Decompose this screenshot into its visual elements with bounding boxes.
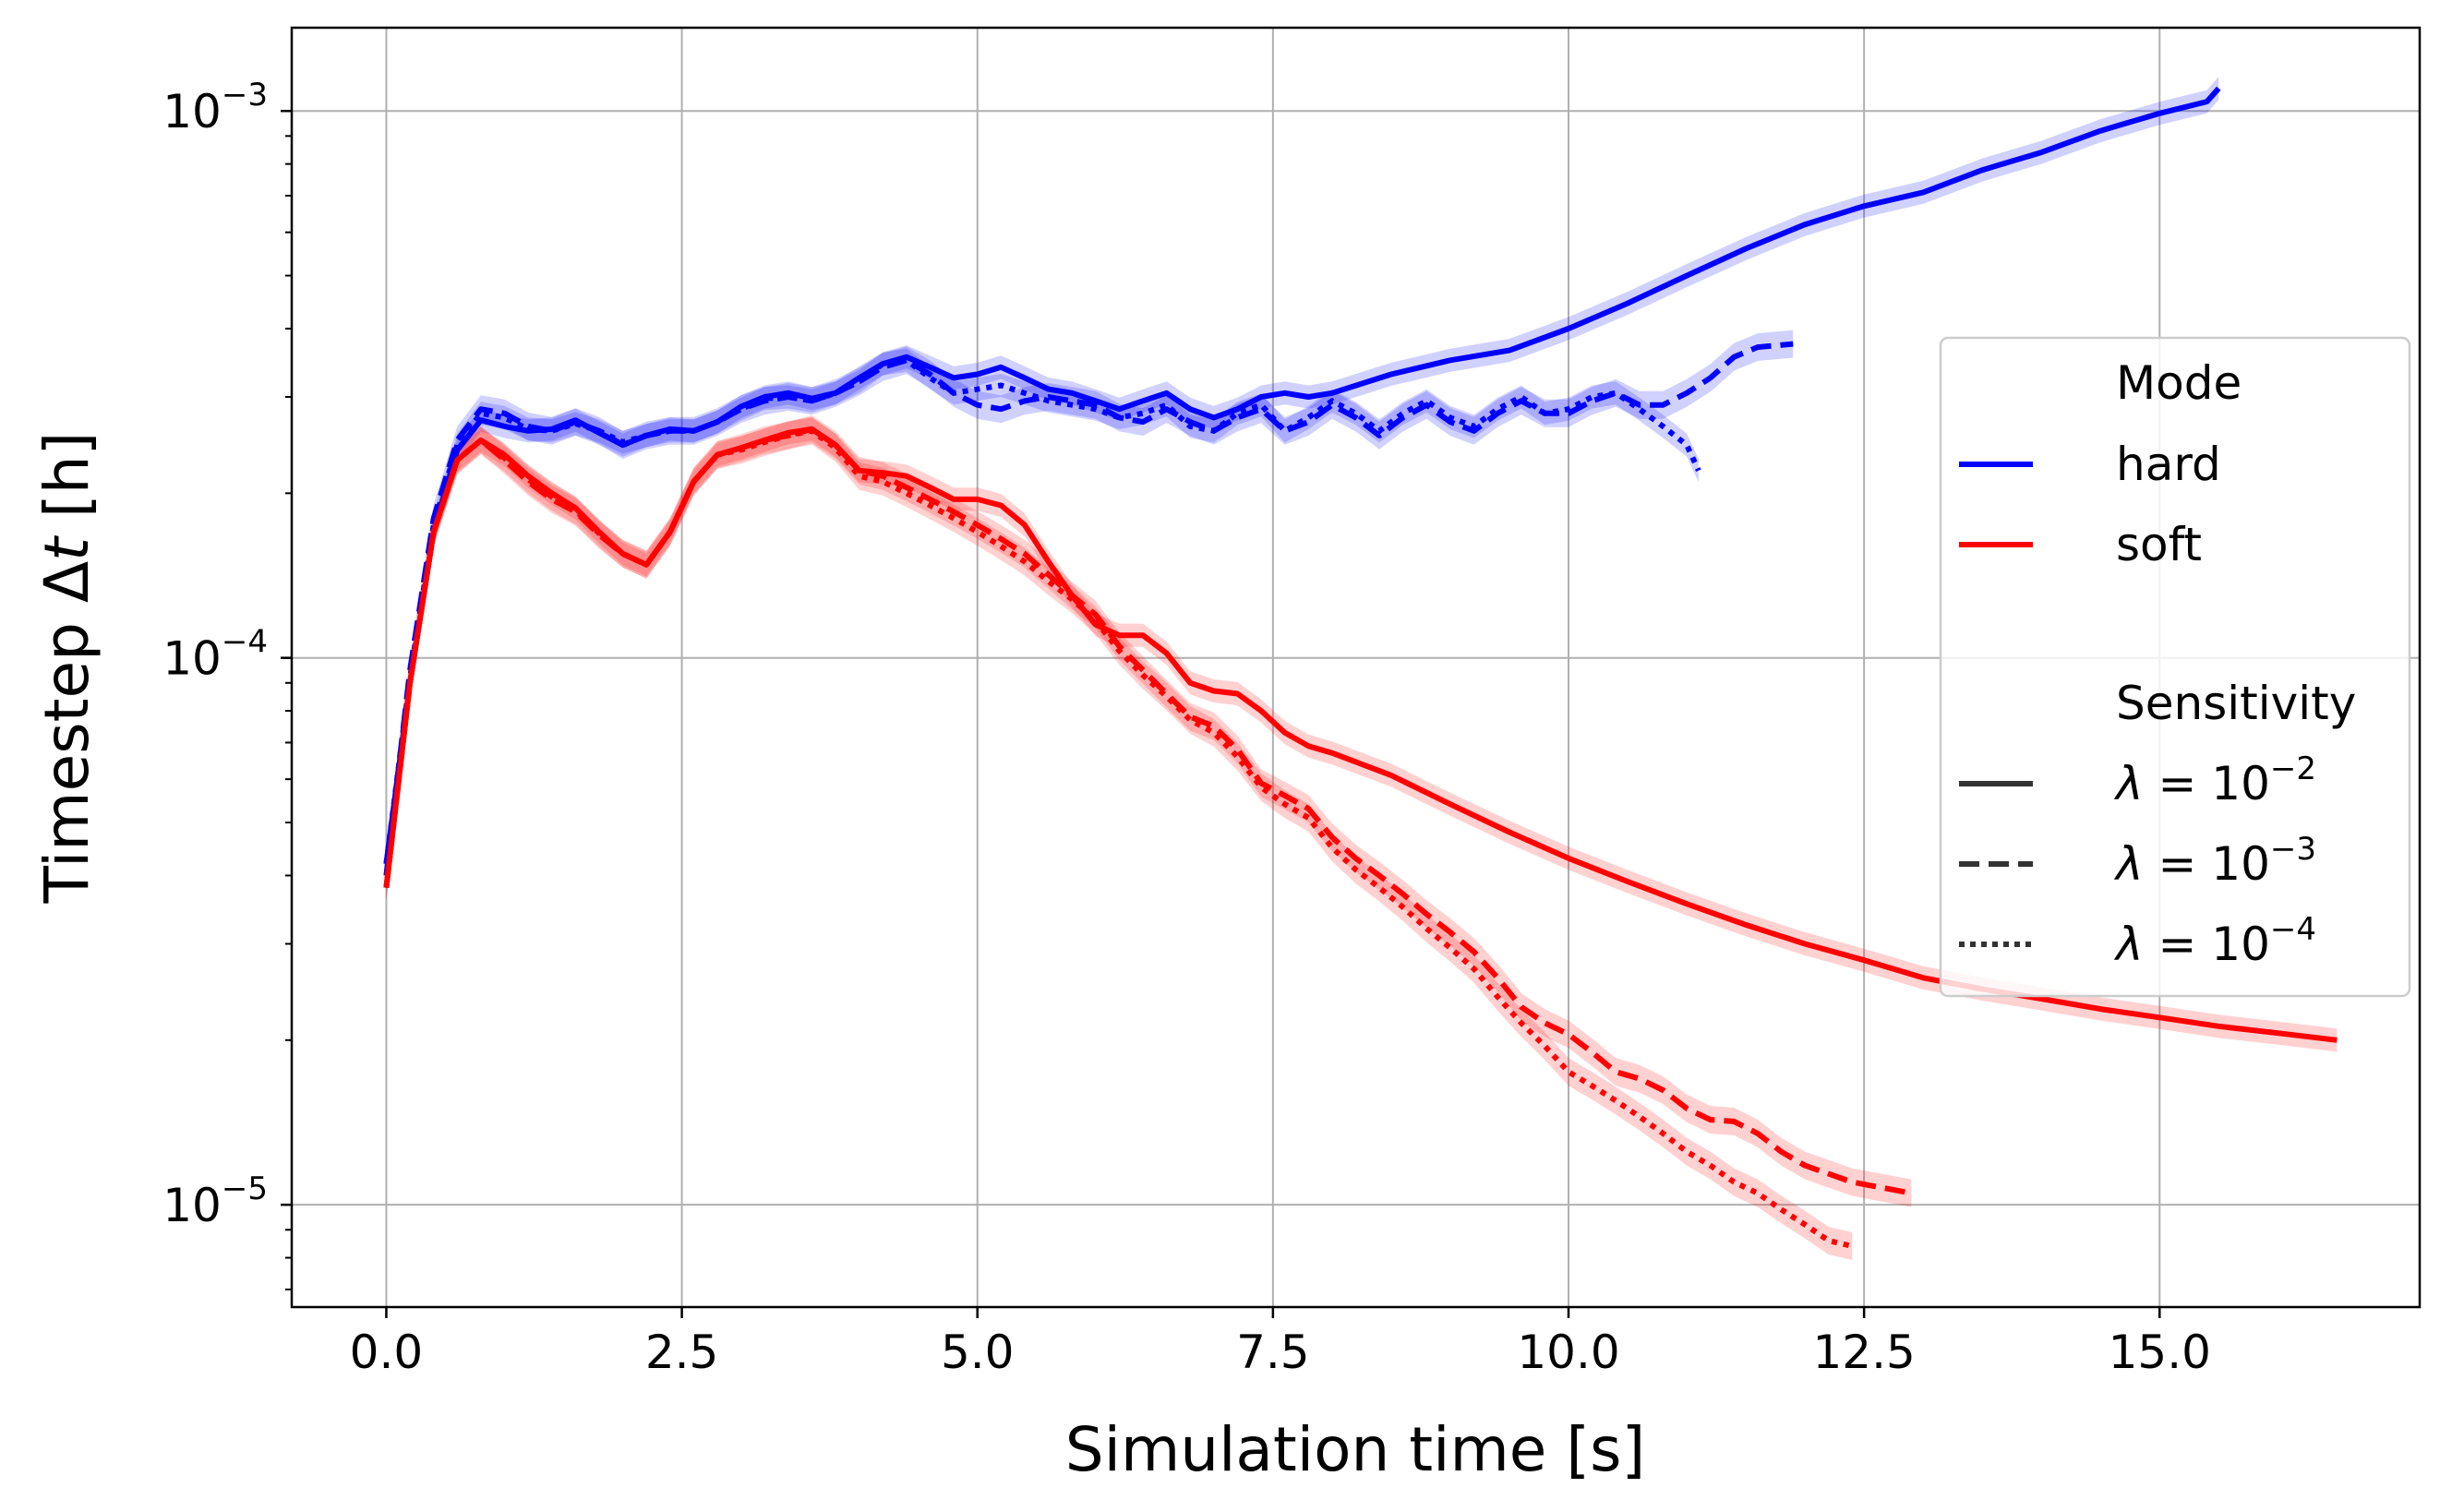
legend-mode-title: Mode: [2116, 356, 2242, 410]
legend-lambda-base-3: 10: [2211, 918, 2270, 971]
y-axis-label-var: t: [31, 535, 102, 561]
x-tick-label-3: 7.5: [1236, 1326, 1310, 1379]
legend-lambda-1e-3: λ = 10−3: [2113, 831, 2316, 891]
series-soft-dotted: [383, 427, 1853, 1249]
y-tick-label-0: 10−5: [162, 1170, 268, 1232]
x-tick-label-2: 5.0: [941, 1326, 1015, 1379]
x-tick-label-4: 10.0: [1517, 1326, 1619, 1379]
y-axis-label-prefix: Timestep Δ: [31, 561, 102, 904]
x-tick-label-0: 0.0: [350, 1326, 424, 1379]
legend-lambda-base-1: 10: [2211, 757, 2270, 810]
legend-lambda-1e-4: λ = 10−4: [2113, 911, 2316, 971]
grid-lines: [292, 28, 2420, 1307]
series-hard-dashed: [383, 341, 1794, 876]
y-axis-label: Timestep Δt [h]: [31, 432, 102, 905]
legend-equals-3: =: [2144, 918, 2212, 971]
band-hard-dotted: [386, 348, 1699, 876]
legend-lambda-1e-2: λ = 10−2: [2113, 750, 2316, 810]
legend-soft-label: soft: [2116, 518, 2202, 571]
y-tick-label-1: 10−4: [162, 624, 268, 686]
band-soft-dashed: [386, 414, 1912, 1207]
y-tick-label-2: 10−3: [162, 77, 268, 138]
band-soft-dotted: [386, 416, 1853, 1260]
x-tick-label-5: 12.5: [1812, 1326, 1915, 1379]
legend-lambda-symbol-2: λ: [2113, 837, 2144, 891]
y-axis-ticks: 10−5 10−4 10−3: [162, 77, 292, 1290]
plot-frame: [290, 26, 2422, 1309]
series-hard-dotted: [383, 357, 1701, 865]
x-axis-label: Simulation time [s]: [1065, 1414, 1646, 1485]
series-hard-solid: [383, 86, 2221, 865]
legend-box: [1939, 336, 2411, 998]
x-tick-label-6: 15.0: [2109, 1326, 2211, 1379]
series-soft-dashed: [383, 426, 1912, 1196]
legend-lambda-exp-3: −4: [2270, 911, 2316, 948]
legend-lambda-exp-2: −3: [2270, 831, 2316, 868]
x-tick-label-1: 2.5: [645, 1326, 719, 1379]
y-axis-label-suffix: [h]: [31, 432, 102, 537]
x-axis-ticks: 0.0 2.5 5.0 7.5 10.0 12.5 15.0: [350, 1307, 2211, 1379]
legend-equals-1: =: [2144, 757, 2212, 810]
data-series: [383, 86, 2338, 1249]
legend-lambda-symbol-3: λ: [2113, 918, 2144, 971]
legend-hard-label: hard: [2116, 438, 2221, 491]
legend-lambda-base-2: 10: [2211, 837, 2270, 891]
legend: Mode hard soft Sensitivity λ = 10−2 λ = …: [1939, 336, 2411, 998]
legend-equals-2: =: [2144, 837, 2212, 891]
legend-lambda-symbol-1: λ: [2113, 757, 2144, 810]
legend-sensitivity-title: Sensitivity: [2116, 677, 2356, 730]
legend-lambda-exp-1: −2: [2270, 750, 2316, 787]
